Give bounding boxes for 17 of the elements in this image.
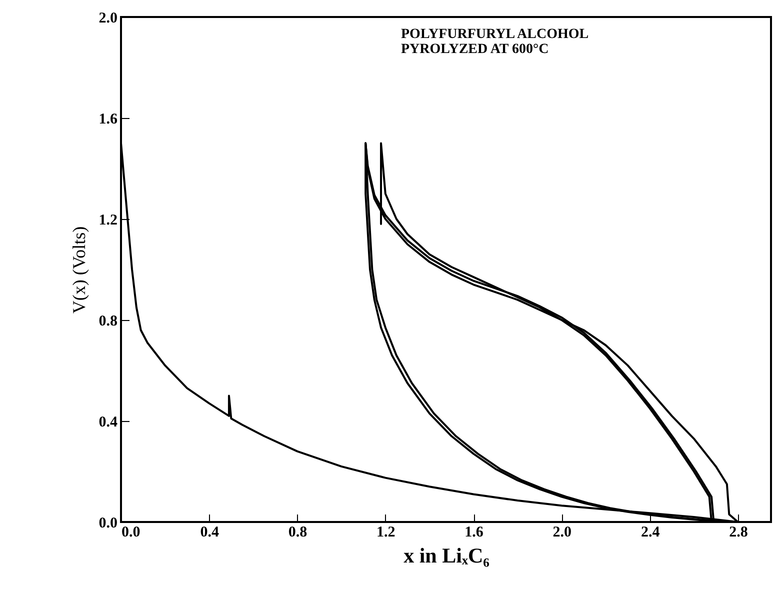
y-tick-label: 2.0: [98, 10, 118, 26]
y-tick-label: 0.4: [98, 414, 118, 430]
x-tick-label: 2.8: [729, 524, 748, 540]
x-tick-label: 1.2: [376, 524, 396, 540]
y-axis-title: V(x) (Volts): [68, 226, 89, 314]
x-tick-label: 0.8: [288, 524, 308, 540]
x-tick-label: 1.6: [464, 524, 484, 540]
x-tick-label: 0.4: [200, 524, 220, 540]
annotation: POLYFURFURYL ALCOHOL: [401, 27, 589, 42]
x-tick-label: 0.0: [122, 524, 140, 540]
y-tick-label: 1.2: [98, 212, 118, 228]
y-tick-label: 1.6: [98, 112, 118, 128]
annotation: PYROLYZED AT 600°C: [401, 42, 549, 57]
x-tick-label: 2.0: [552, 524, 572, 540]
x-tick-label: 2.4: [640, 524, 660, 540]
y-tick-label: 0.8: [98, 314, 118, 330]
x-axis-title: x in LiₓC₆: [404, 544, 490, 568]
